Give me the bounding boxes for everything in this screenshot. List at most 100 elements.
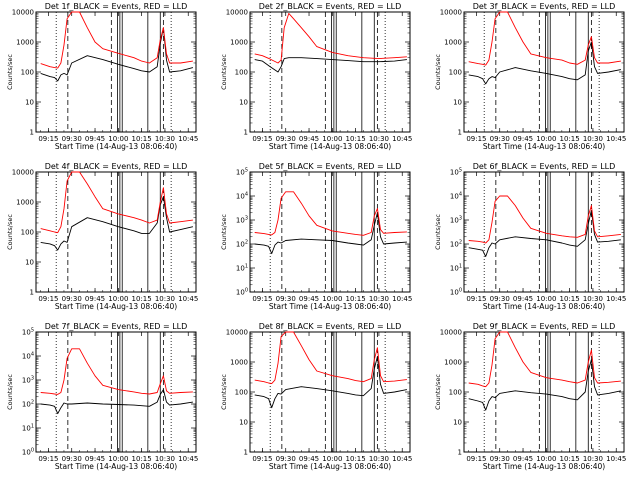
y-tick-label: 10000 bbox=[440, 329, 462, 337]
y-axis-label: Counts/sec bbox=[434, 374, 442, 410]
series-lld-line bbox=[40, 171, 193, 234]
x-tick-label: 09:45 bbox=[513, 455, 533, 463]
y-tick-label: 101 bbox=[236, 264, 248, 273]
series-lld-line bbox=[468, 331, 621, 388]
x-tick-label: 09:15 bbox=[38, 455, 58, 463]
x-axis-label: Start Time (14-Aug-13 08:06:40) bbox=[269, 302, 391, 311]
x-tick-label: 10:00 bbox=[536, 295, 556, 303]
x-tick-label: 09:45 bbox=[85, 455, 105, 463]
series-events-line bbox=[254, 57, 407, 73]
panel-title: Det 3f_BLACK = Events, RED = LLD bbox=[473, 2, 616, 11]
y-axis-label: Counts/sec bbox=[220, 374, 228, 410]
y-tick-label: 101 bbox=[450, 264, 462, 273]
y-tick-label: 1000 bbox=[16, 39, 34, 47]
x-tick-label: 10:15 bbox=[346, 295, 366, 303]
x-tick-label: 09:30 bbox=[490, 295, 510, 303]
y-tick-label: 100 bbox=[449, 69, 462, 77]
y-axis-label: Counts/sec bbox=[220, 54, 228, 90]
y-tick-label: 10000 bbox=[226, 9, 248, 17]
y-tick-label: 1000 bbox=[230, 359, 248, 367]
y-tick-label: 10 bbox=[239, 99, 248, 107]
y-tick-label: 1 bbox=[30, 289, 34, 297]
x-tick-label: 10:00 bbox=[536, 135, 556, 143]
x-axis-label: Start Time (14-Aug-13 08:06:40) bbox=[269, 142, 391, 151]
series-events-line bbox=[468, 209, 621, 257]
x-tick-label: 09:45 bbox=[513, 135, 533, 143]
x-tick-label: 09:30 bbox=[276, 135, 296, 143]
x-tick-label: 09:15 bbox=[252, 295, 272, 303]
x-tick-label: 10:30 bbox=[155, 295, 175, 303]
x-tick-label: 09:15 bbox=[466, 295, 486, 303]
y-tick-label: 103 bbox=[236, 216, 248, 225]
plot-frame bbox=[463, 331, 625, 453]
panel-title: Det 1f_BLACK = Events, RED = LLD bbox=[45, 2, 188, 11]
y-tick-label: 104 bbox=[236, 192, 248, 201]
y-tick-label: 100 bbox=[235, 389, 248, 397]
x-tick-label: 10:00 bbox=[108, 295, 128, 303]
x-tick-label: 09:15 bbox=[466, 135, 486, 143]
x-tick-label: 09:15 bbox=[252, 455, 272, 463]
y-tick-label: 1 bbox=[244, 129, 248, 137]
series-events-line bbox=[468, 359, 621, 411]
x-tick-label: 09:15 bbox=[38, 135, 58, 143]
series-lld-line bbox=[468, 195, 621, 244]
x-tick-label: 09:30 bbox=[62, 295, 82, 303]
x-tick-label: 10:45 bbox=[392, 135, 412, 143]
x-tick-label: 09:30 bbox=[490, 455, 510, 463]
series-lld-line bbox=[254, 12, 407, 64]
x-tick-label: 10:00 bbox=[322, 295, 342, 303]
y-tick-label: 100 bbox=[450, 288, 462, 297]
x-tick-label: 09:45 bbox=[299, 295, 319, 303]
x-tick-label: 10:30 bbox=[369, 135, 389, 143]
y-tick-label: 10 bbox=[453, 99, 462, 107]
panel-7: Det 7f_BLACK = Events, RED = LLD 100 101 10… bbox=[6, 322, 198, 471]
x-tick-label: 10:15 bbox=[132, 455, 152, 463]
series-events-line bbox=[254, 356, 407, 409]
y-tick-label: 10 bbox=[25, 259, 34, 267]
y-tick-label: 1 bbox=[458, 449, 462, 457]
plot-frame bbox=[249, 171, 411, 293]
y-tick-label: 100 bbox=[449, 389, 462, 397]
plot-frame bbox=[463, 11, 625, 133]
panel-1: Det 1f_BLACK = Events, RED = LLD 1 10 100 10… bbox=[6, 2, 198, 151]
x-tick-label: 10:45 bbox=[392, 455, 412, 463]
x-tick-label: 10:15 bbox=[560, 295, 580, 303]
y-tick-label: 105 bbox=[236, 168, 248, 177]
x-tick-label: 09:30 bbox=[62, 135, 82, 143]
x-tick-label: 09:30 bbox=[490, 135, 510, 143]
y-tick-label: 10000 bbox=[226, 329, 248, 337]
y-tick-label: 10 bbox=[239, 419, 248, 427]
x-axis-label: Start Time (14-Aug-13 08:06:40) bbox=[483, 462, 605, 471]
panel-title: Det 5f_BLACK = Events, RED = LLD bbox=[259, 162, 402, 171]
x-axis-label: Start Time (14-Aug-13 08:06:40) bbox=[55, 462, 177, 471]
x-tick-label: 10:00 bbox=[536, 455, 556, 463]
x-tick-label: 10:45 bbox=[606, 295, 626, 303]
y-tick-label: 101 bbox=[22, 424, 34, 433]
series-lld-line bbox=[468, 11, 621, 66]
x-tick-label: 10:15 bbox=[132, 135, 152, 143]
panel-title: Det 9f_BLACK = Events, RED = LLD bbox=[473, 322, 616, 331]
x-tick-label: 10:45 bbox=[178, 295, 198, 303]
x-tick-label: 09:45 bbox=[299, 455, 319, 463]
y-tick-label: 105 bbox=[450, 168, 462, 177]
x-tick-label: 09:30 bbox=[62, 455, 82, 463]
x-tick-label: 10:30 bbox=[369, 455, 389, 463]
panel-4: Det 4f_BLACK = Events, RED = LLD 1 10 100 10… bbox=[6, 162, 198, 311]
y-tick-label: 1000 bbox=[16, 199, 34, 207]
y-tick-label: 103 bbox=[22, 376, 34, 385]
x-axis-label: Start Time (14-Aug-13 08:06:40) bbox=[269, 462, 391, 471]
y-tick-label: 100 bbox=[235, 69, 248, 77]
y-tick-label: 10 bbox=[453, 419, 462, 427]
x-tick-label: 10:15 bbox=[560, 455, 580, 463]
x-tick-label: 10:15 bbox=[346, 135, 366, 143]
y-tick-label: 1 bbox=[244, 449, 248, 457]
series-events-line bbox=[40, 27, 194, 82]
plot-frame bbox=[249, 331, 411, 453]
series-events-line bbox=[254, 212, 407, 255]
x-tick-label: 10:15 bbox=[346, 455, 366, 463]
panel-title: Det 6f_BLACK = Events, RED = LLD bbox=[473, 162, 616, 171]
y-tick-label: 100 bbox=[22, 448, 34, 457]
x-tick-label: 10:00 bbox=[322, 135, 342, 143]
y-tick-label: 1 bbox=[458, 129, 462, 137]
